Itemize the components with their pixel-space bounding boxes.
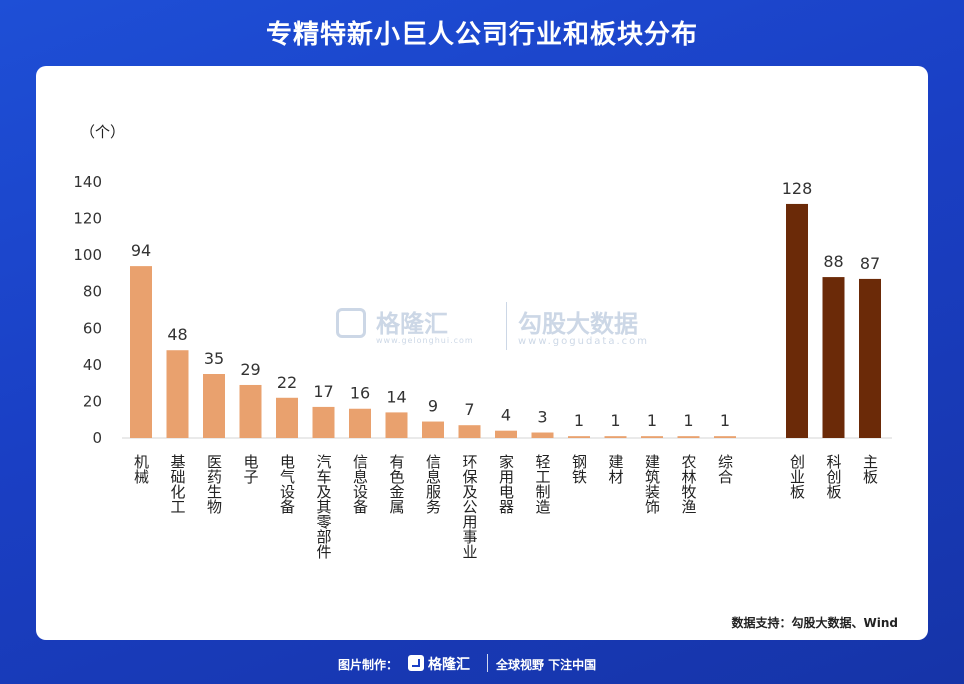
y-tick-label: 20 bbox=[83, 392, 102, 410]
chart-card: （个） 0 20 40 60 80 100 120 140 94 机械 48 基础化工 35 医药生物 29 电… bbox=[36, 66, 928, 640]
footer-divider bbox=[487, 654, 488, 672]
x-tick-label: 汽车及其零部件 bbox=[315, 454, 333, 559]
bar-value-label: 88 bbox=[823, 252, 843, 271]
bar bbox=[714, 436, 736, 438]
bar bbox=[641, 436, 663, 438]
bar-value-label: 1 bbox=[610, 411, 620, 430]
bar-value-label: 3 bbox=[537, 408, 547, 427]
x-tick-label: 机械 bbox=[132, 454, 150, 484]
bar bbox=[786, 203, 808, 438]
footer-slogan: 全球视野 下注中国 bbox=[496, 658, 597, 672]
source-note: 数据支持：勾股大数据、Wind bbox=[731, 616, 898, 630]
x-tick-label: 主板 bbox=[861, 454, 879, 484]
bar-value-label: 7 bbox=[464, 400, 474, 419]
bar bbox=[166, 350, 189, 438]
bar bbox=[458, 425, 481, 438]
bar-value-label: 1 bbox=[720, 411, 730, 430]
footer-brand: 格隆汇 bbox=[428, 657, 470, 673]
bar-value-label: 94 bbox=[131, 241, 151, 260]
y-tick-label: 40 bbox=[83, 356, 102, 374]
footer-logo-icon bbox=[408, 655, 424, 671]
bar bbox=[130, 266, 152, 438]
bar bbox=[422, 421, 444, 438]
footer-credit: 图片制作： bbox=[338, 658, 399, 672]
bar bbox=[531, 432, 554, 438]
bar bbox=[822, 277, 845, 438]
bar-value-label: 14 bbox=[386, 387, 406, 406]
x-tick-label: 轻工制造 bbox=[534, 454, 552, 515]
bar bbox=[495, 430, 517, 438]
bar bbox=[349, 408, 371, 438]
bar bbox=[677, 436, 700, 438]
bar-value-label: 128 bbox=[782, 179, 813, 198]
bar bbox=[859, 278, 881, 438]
x-tick-label: 建材 bbox=[607, 454, 625, 484]
x-tick-label: 电气设备 bbox=[278, 454, 296, 514]
footer: 图片制作： 格隆汇 全球视野 下注中国 bbox=[0, 652, 964, 676]
x-tick-label: 有色金属 bbox=[388, 454, 406, 514]
x-tick-label: 创业板 bbox=[788, 454, 806, 499]
y-tick-label: 0 bbox=[92, 429, 102, 447]
y-tick-label: 140 bbox=[73, 173, 102, 191]
bar bbox=[604, 436, 627, 438]
bar bbox=[239, 384, 262, 438]
bar-chart: （个）02040608010012014094机械48基础化工35医药生物29电… bbox=[73, 123, 892, 559]
x-tick-label: 环保及公用事业 bbox=[461, 454, 479, 559]
x-tick-label: 基础化工 bbox=[169, 454, 187, 514]
bar-value-label: 9 bbox=[428, 397, 438, 416]
x-tick-label: 建筑装饰 bbox=[643, 454, 661, 514]
y-axis-unit-label: （个） bbox=[80, 123, 125, 141]
x-tick-label: 信息设备 bbox=[351, 454, 369, 514]
x-tick-label: 家用电器 bbox=[497, 454, 515, 514]
bar-value-label: 1 bbox=[683, 411, 693, 430]
y-tick-label: 60 bbox=[83, 319, 102, 337]
bar-value-label: 29 bbox=[240, 360, 260, 379]
x-tick-label: 医药生物 bbox=[205, 454, 223, 515]
bar-value-label: 1 bbox=[647, 411, 657, 430]
bar bbox=[385, 412, 408, 438]
bar-value-label: 17 bbox=[313, 382, 333, 401]
x-tick-label: 钢铁 bbox=[570, 454, 588, 484]
x-tick-label: 综合 bbox=[716, 454, 734, 484]
bar bbox=[312, 406, 335, 438]
page-title: 专精特新小巨人公司行业和板块分布 bbox=[265, 20, 698, 50]
bar-value-label: 22 bbox=[277, 373, 297, 392]
y-tick-label: 120 bbox=[73, 210, 102, 228]
x-tick-label: 信息服务 bbox=[424, 454, 442, 515]
x-tick-label: 电子 bbox=[242, 454, 260, 484]
bar bbox=[568, 436, 590, 438]
bar-value-label: 48 bbox=[167, 325, 187, 344]
x-tick-label: 农林牧渔 bbox=[680, 454, 698, 514]
bar bbox=[203, 374, 225, 438]
y-tick-label: 80 bbox=[83, 283, 102, 301]
bar-value-label: 4 bbox=[501, 406, 511, 425]
bar-value-label: 16 bbox=[350, 384, 370, 403]
bar-value-label: 1 bbox=[574, 411, 584, 430]
bar-value-label: 35 bbox=[204, 349, 224, 368]
y-tick-label: 100 bbox=[73, 246, 102, 264]
bar bbox=[276, 397, 298, 438]
x-tick-label: 科创板 bbox=[825, 454, 843, 499]
bar-value-label: 87 bbox=[860, 254, 880, 273]
